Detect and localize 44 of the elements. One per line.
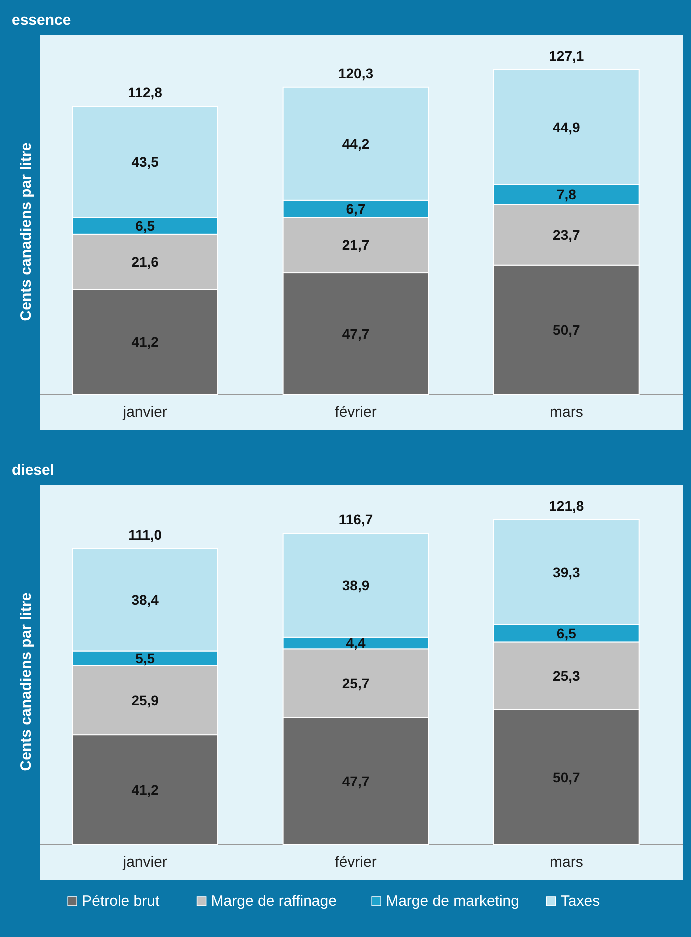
data-label: 44,2 — [342, 136, 370, 152]
total-label: 120,3 — [338, 65, 374, 82]
data-label: 43,5 — [132, 154, 160, 170]
legend-label: Taxes — [560, 893, 600, 910]
data-label: 38,4 — [132, 592, 160, 608]
data-label: 47,7 — [342, 326, 370, 342]
data-label: 21,7 — [342, 237, 370, 254]
y-axis-title: Cents canadiens par litre — [18, 592, 35, 772]
x-tick-label: février — [335, 854, 377, 871]
data-label: 25,9 — [132, 692, 160, 708]
total-label: 121,8 — [549, 498, 584, 514]
data-label: 50,7 — [553, 322, 581, 338]
data-label: 39,3 — [553, 564, 581, 580]
x-tick-label: mars — [550, 854, 584, 871]
total-label: 116,7 — [338, 512, 374, 528]
x-tick-label: janvier — [122, 404, 168, 421]
total-label: 127,1 — [549, 48, 584, 64]
data-label: 6,5 — [136, 218, 156, 234]
data-label: 6,5 — [556, 625, 577, 642]
data-label: 7,8 — [556, 186, 577, 203]
data-label: 50,7 — [553, 769, 581, 786]
data-label: 25,7 — [342, 675, 370, 692]
data-label: 25,3 — [553, 668, 581, 684]
chart-title: diesel — [12, 462, 55, 479]
total-label: 111,0 — [128, 526, 162, 543]
data-label: 44,9 — [553, 119, 581, 136]
data-label: 38,9 — [342, 577, 370, 594]
data-label: 41,2 — [132, 334, 160, 350]
data-label: 4,4 — [346, 635, 366, 652]
chart-title: essence — [12, 12, 72, 29]
data-label: 47,7 — [342, 773, 370, 790]
x-tick-label: février — [335, 404, 377, 421]
data-label: 21,6 — [132, 254, 160, 270]
x-tick-label: mars — [550, 404, 584, 421]
legend-label: Marge de raffinage — [211, 893, 337, 910]
x-tick-label: janvier — [122, 854, 168, 871]
y-axis-title: Cents canadiens par litre — [18, 142, 35, 322]
legend-label: Pétrole brut — [82, 893, 160, 910]
data-label: 41,2 — [132, 782, 160, 798]
data-label: 6,7 — [346, 200, 366, 217]
legend-label: Marge de marketing — [386, 893, 520, 910]
data-label: 23,7 — [553, 226, 581, 243]
data-label: 5,5 — [136, 650, 156, 667]
total-label: 112,8 — [128, 84, 163, 101]
